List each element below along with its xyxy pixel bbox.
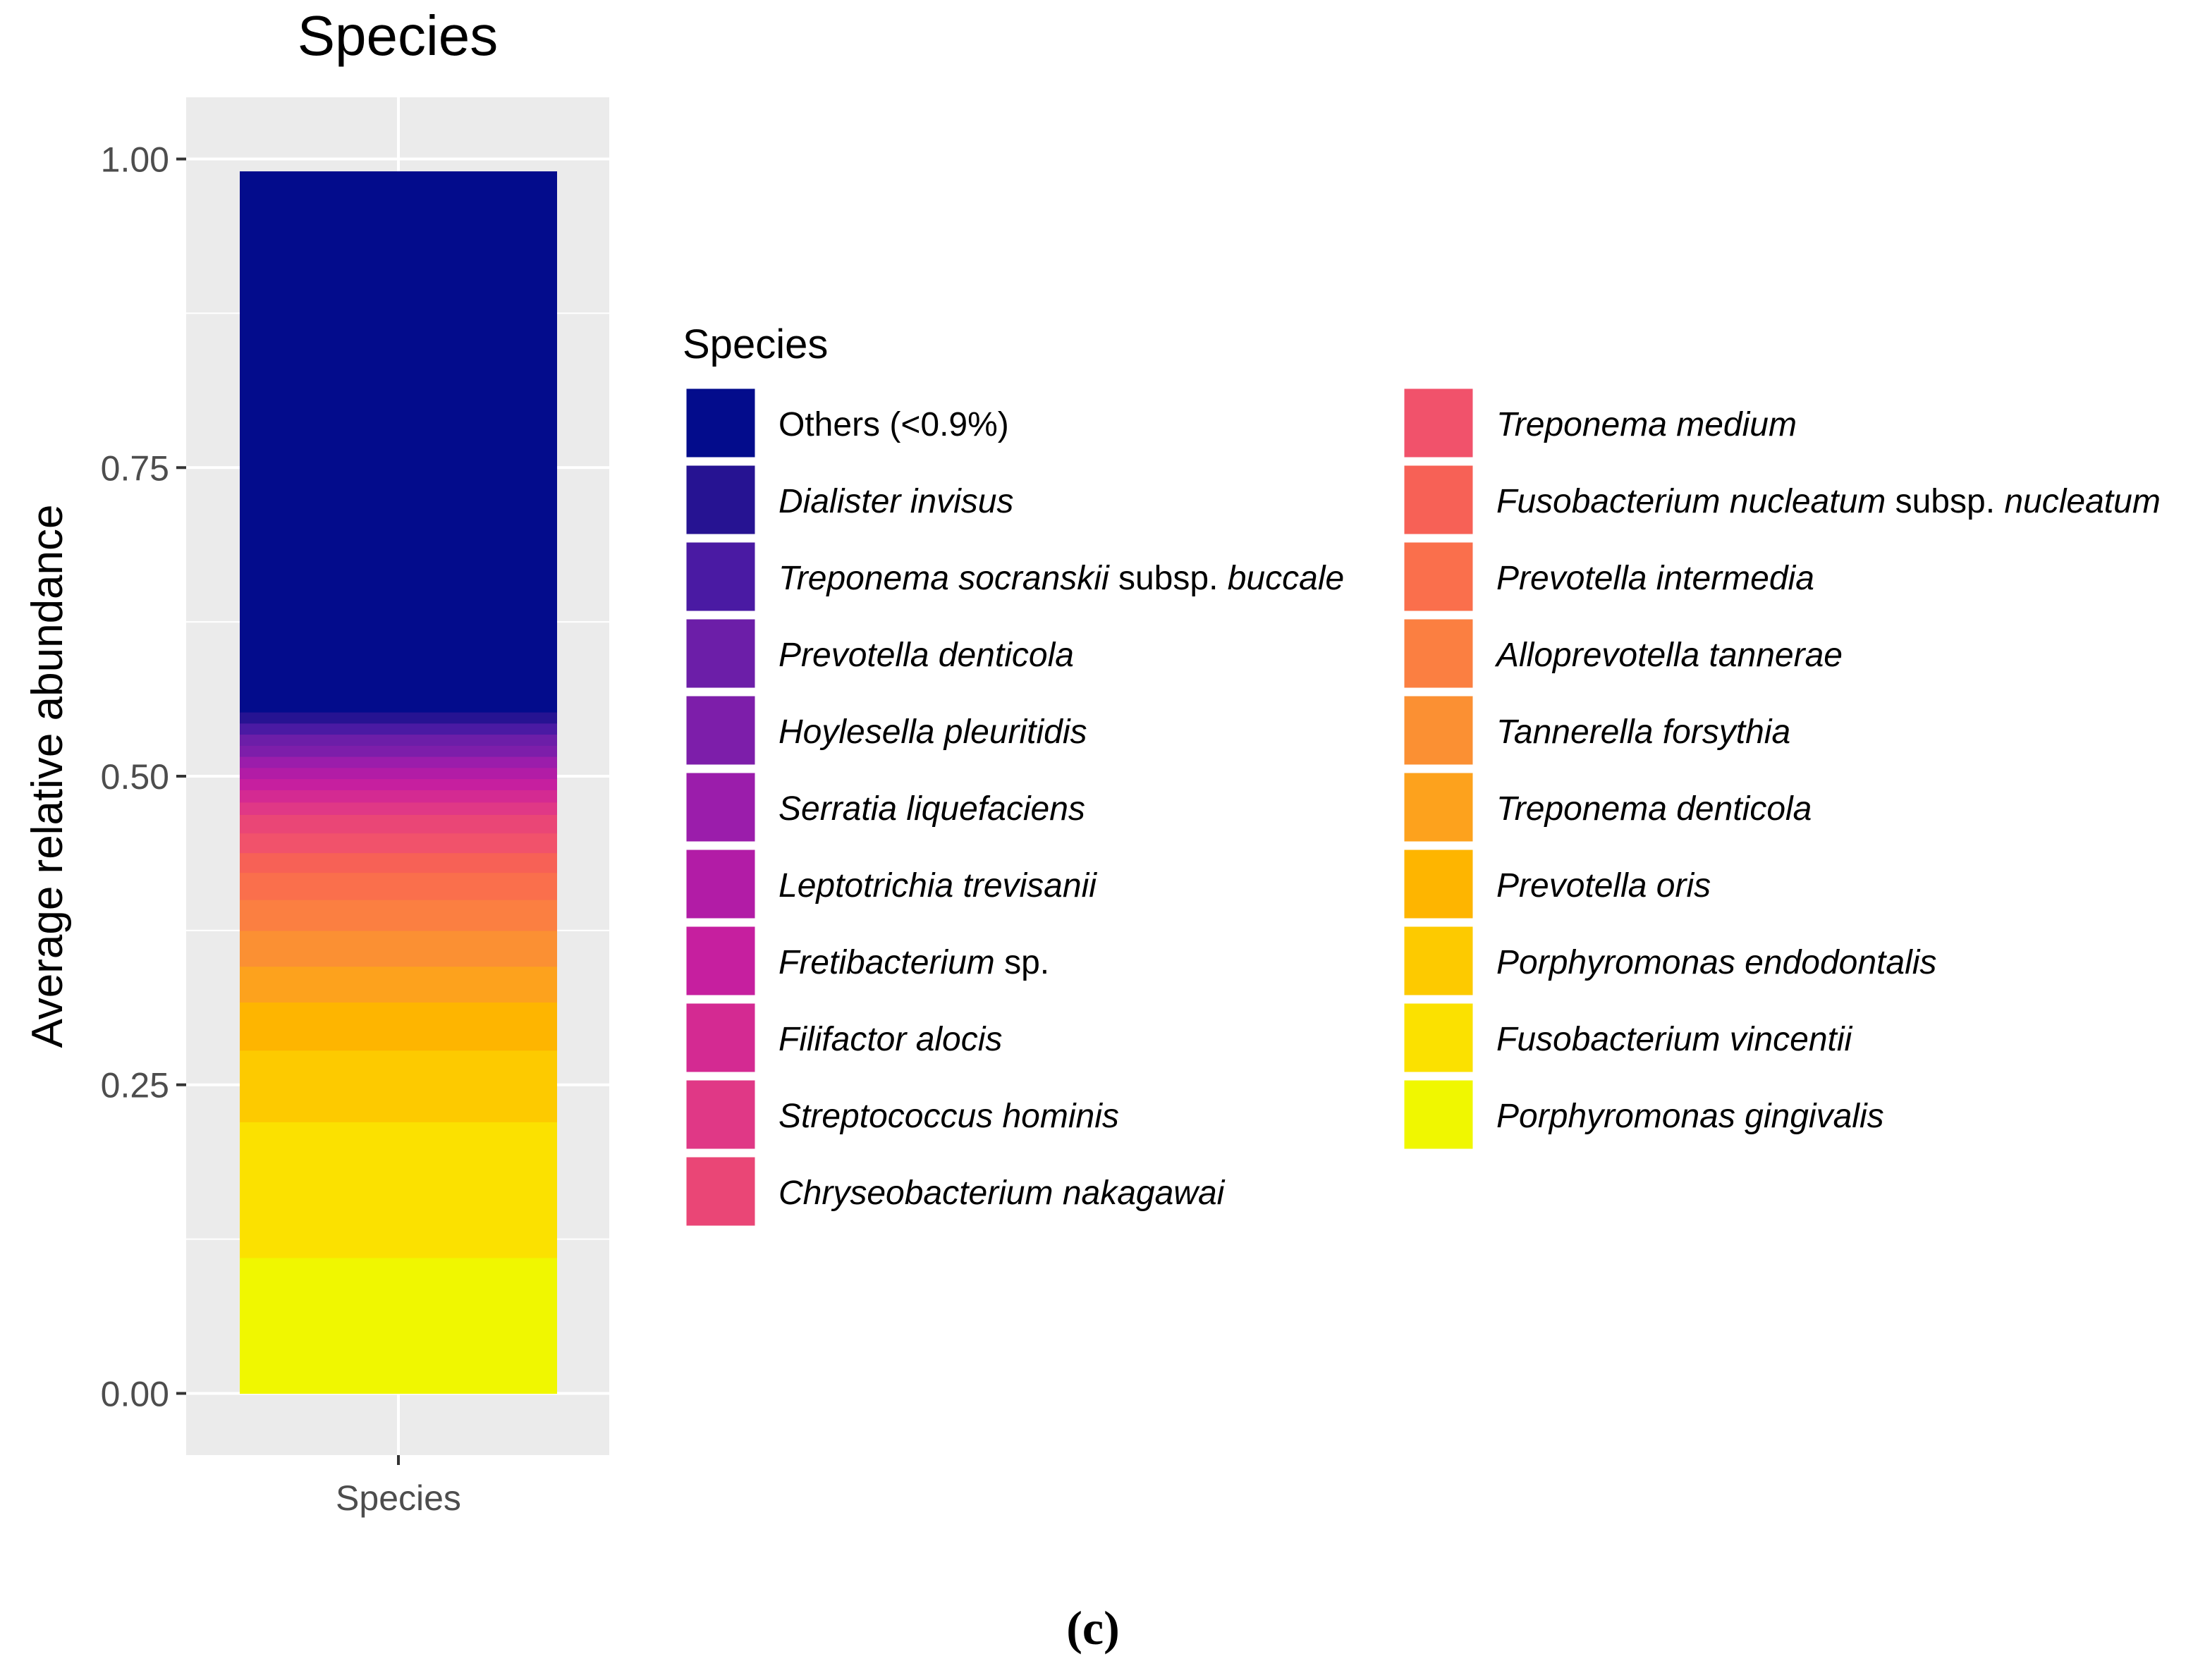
legend-item: Filifactor alocis: [684, 1001, 1002, 1074]
y-tick-label: 0.50: [101, 757, 169, 797]
legend-key-swatch: [684, 1078, 757, 1151]
legend-key-swatch: [1402, 847, 1475, 921]
bar-segment: [240, 1122, 557, 1258]
legend-item: Porphyromonas gingivalis: [1402, 1078, 1884, 1151]
bar-segment: [240, 171, 557, 713]
bar-segment: [240, 756, 557, 768]
legend-item: Leptotrichia trevisanii: [684, 847, 1097, 921]
legend-item: Chryseobacterium nakagawai: [684, 1155, 1226, 1228]
legend-item: Tannerella forsythia: [1402, 694, 1790, 767]
bar-segment: [240, 852, 557, 873]
legend-key-swatch: [1402, 1001, 1475, 1074]
figure-caption: (c): [1066, 1601, 1120, 1655]
legend-label: Serratia liquefaciens: [778, 790, 1085, 828]
legend-label: Alloprevotella tannerae: [1494, 637, 1843, 674]
legend-item: Treponema medium: [1402, 386, 1797, 460]
legend-label: Porphyromonas gingivalis: [1496, 1098, 1884, 1135]
y-tick-label: 1.00: [101, 140, 169, 180]
legend-key-swatch: [684, 1155, 757, 1228]
legend-label: Others (<0.9%): [778, 406, 1009, 443]
y-tick-label: 0.75: [101, 448, 169, 488]
legend-key-swatch: [1402, 771, 1475, 844]
legend-label: Treponema denticola: [1496, 790, 1812, 828]
legend-key-swatch: [1402, 694, 1475, 767]
legend-key-swatch: [684, 694, 757, 767]
bar-segment: [240, 790, 557, 803]
legend-key-swatch: [684, 386, 757, 460]
legend-item: Dialister invisus: [684, 463, 1013, 537]
bar-segment: [240, 930, 557, 967]
axes: 0.00 0.25 0.50 0.75 1.00 Species: [101, 140, 461, 1518]
legend-label: Fusobacterium vincentii: [1496, 1021, 1853, 1058]
legend-label: Dialister invisus: [778, 483, 1013, 520]
legend-item: Serratia liquefaciens: [684, 771, 1085, 844]
bar-segment: [240, 814, 557, 834]
legend-key-swatch: [1402, 540, 1475, 613]
legend-label: Prevotella denticola: [778, 637, 1074, 674]
legend-item: Prevotella denticola: [684, 617, 1074, 690]
bar-segment: [240, 745, 557, 757]
legend-label: Prevotella intermedia: [1496, 560, 1814, 597]
bar-segment: [240, 1050, 557, 1122]
legend-item: Fretibacterium sp.: [684, 924, 1049, 998]
bar-segments: [240, 171, 557, 1394]
bar-segment: [240, 734, 557, 746]
legend-label: Prevotella oris: [1496, 867, 1711, 905]
legend-label: Leptotrichia trevisanii: [778, 867, 1097, 905]
x-tick-label: Species: [336, 1478, 461, 1518]
legend-label: Fusobacterium nucleatum subsp. nucleatum: [1496, 483, 2161, 520]
legend-label: Streptococcus hominis: [778, 1098, 1119, 1135]
legend-item: Porphyromonas endodontalis: [1402, 924, 1936, 998]
bar-segment: [240, 711, 557, 724]
bar-segment: [240, 1257, 557, 1394]
legend-item: Prevotella intermedia: [1402, 540, 1814, 613]
bar-segment: [240, 833, 557, 854]
bar-segment: [240, 900, 557, 931]
legend-label: Fretibacterium sp.: [778, 944, 1049, 981]
legend-item: Fusobacterium vincentii: [1402, 1001, 1853, 1074]
bar-segment: [240, 872, 557, 900]
legend-title: Species: [683, 321, 828, 367]
legend: Others (<0.9%) Dialister invisus Treponema…: [684, 386, 2161, 1228]
legend-key-swatch: [1402, 617, 1475, 690]
legend-label: Treponema medium: [1496, 406, 1797, 443]
legend-key-swatch: [684, 847, 757, 921]
legend-item: Alloprevotella tannerae: [1402, 617, 1843, 690]
legend-key-swatch: [1402, 386, 1475, 460]
legend-key-swatch: [1402, 924, 1475, 998]
legend-key-swatch: [1402, 463, 1475, 537]
legend-key-swatch: [684, 1001, 757, 1074]
legend-item: Treponema socranskii subsp. buccale: [684, 540, 1344, 613]
bar-segment: [240, 767, 557, 780]
legend-key-swatch: [684, 463, 757, 537]
legend-label: Tannerella forsythia: [1496, 713, 1790, 751]
bar-segment: [240, 802, 557, 815]
y-tick-label: 0.25: [101, 1066, 169, 1105]
legend-label: Porphyromonas endodontalis: [1496, 944, 1936, 981]
legend-key-swatch: [1402, 1078, 1475, 1151]
y-tick-label: 0.00: [101, 1374, 169, 1414]
y-axis-label: Average relative abundance: [23, 505, 72, 1048]
bar-segment: [240, 966, 557, 1003]
legend-key-swatch: [684, 924, 757, 998]
bar-segment: [240, 723, 557, 735]
legend-key-swatch: [684, 771, 757, 844]
legend-key-swatch: [684, 540, 757, 613]
legend-item: Treponema denticola: [1402, 771, 1812, 844]
legend-label: Filifactor alocis: [778, 1021, 1002, 1058]
legend-key-swatch: [684, 617, 757, 690]
legend-label: Chryseobacterium nakagawai: [778, 1175, 1226, 1212]
legend-item: Fusobacterium nucleatum subsp. nucleatum: [1402, 463, 2161, 537]
legend-item: Streptococcus hominis: [684, 1078, 1119, 1151]
legend-item: Others (<0.9%): [684, 386, 1009, 460]
bar-segment: [240, 1002, 557, 1051]
legend-item: Hoylesella pleuritidis: [684, 694, 1087, 767]
legend-label: Treponema socranskii subsp. buccale: [778, 560, 1344, 597]
legend-label: Hoylesella pleuritidis: [778, 713, 1087, 751]
chart-title: Species: [298, 4, 499, 67]
bar-segment: [240, 778, 557, 790]
legend-item: Prevotella oris: [1402, 847, 1711, 921]
